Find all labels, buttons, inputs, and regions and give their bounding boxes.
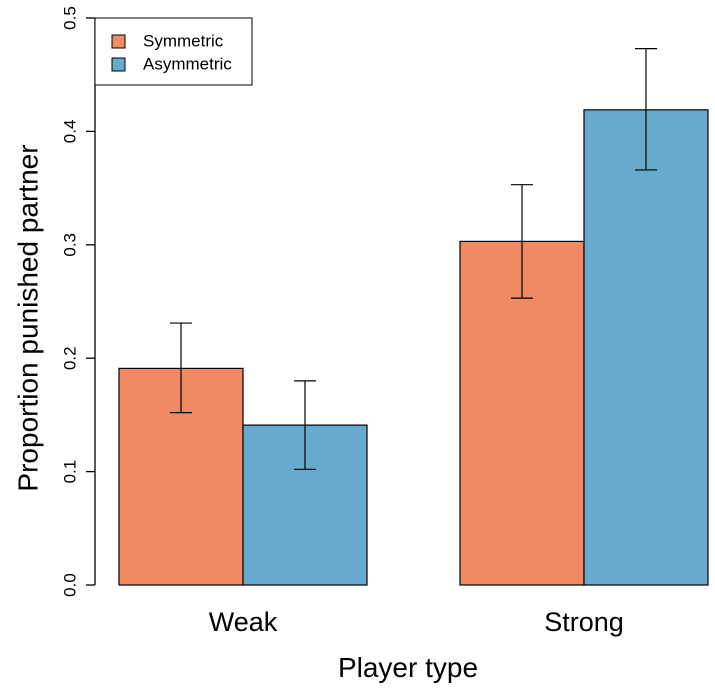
x-category-label-weak: Weak (209, 607, 278, 637)
bar-strong-asymmetric (583, 109, 709, 586)
legend-label-symmetric: Symmetric (143, 32, 224, 51)
y-tick-label: 0.3 (61, 233, 80, 257)
y-tick-label: 0.2 (61, 346, 80, 370)
x-category-labels: Weak Strong (209, 607, 624, 637)
y-tick-label: 0.0 (61, 573, 80, 597)
error-bars-layer (170, 48, 657, 470)
legend: Symmetric Asymmetric (94, 17, 253, 86)
bars-layer (118, 109, 709, 586)
legend-swatch-symmetric (111, 34, 126, 49)
y-axis: 0.0 0.1 0.2 0.3 0.4 0.5 (61, 6, 96, 597)
y-axis-title: Proportion punished partner (13, 144, 44, 491)
y-tick-label: 0.5 (61, 6, 80, 30)
y-tick-label: 0.1 (61, 460, 80, 484)
x-axis-title: Player type (338, 652, 478, 683)
legend-label-asymmetric: Asymmetric (143, 55, 232, 74)
error-bar-weak-symmetric (170, 322, 192, 414)
error-bar-weak-asymmetric (294, 380, 316, 470)
legend-items: Symmetric Asymmetric (111, 32, 232, 74)
error-bar-strong-symmetric (511, 184, 533, 299)
legend-swatch-asymmetric (111, 57, 126, 72)
y-ticks: 0.0 0.1 0.2 0.3 0.4 0.5 (61, 6, 95, 597)
y-tick-label: 0.4 (61, 120, 80, 144)
error-bar-strong-asymmetric (635, 48, 657, 171)
x-category-label-strong: Strong (544, 607, 624, 637)
legend-box (94, 17, 253, 86)
